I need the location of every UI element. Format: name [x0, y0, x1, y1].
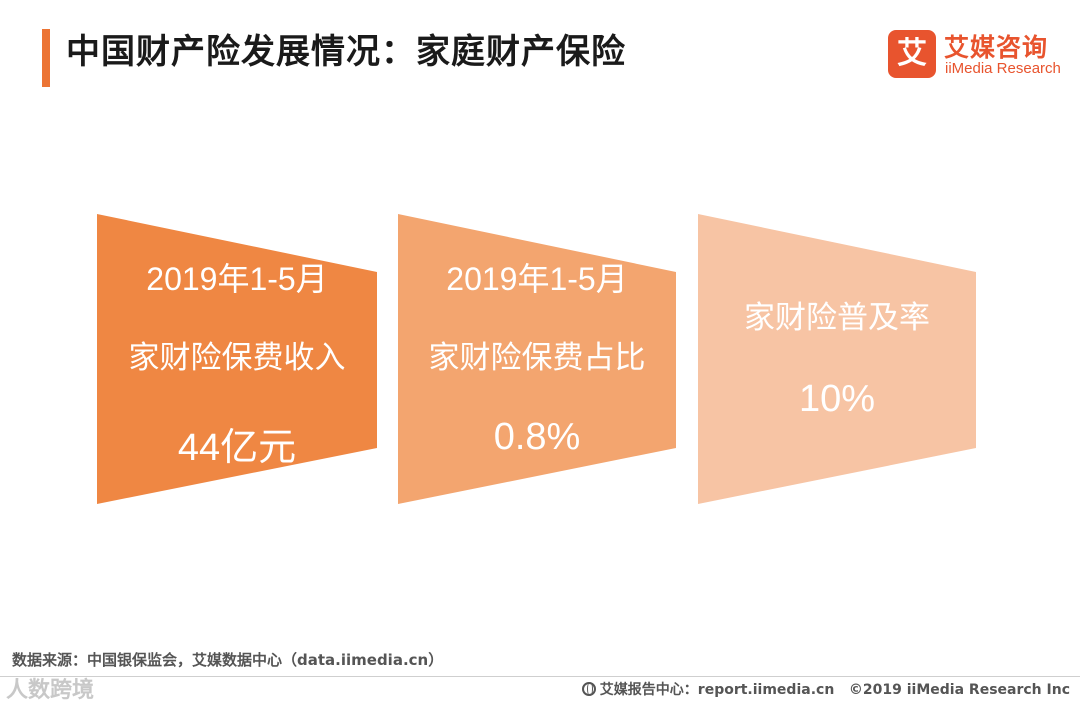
card-value: 44亿元: [177, 427, 297, 469]
card-penetration-rate: 家财险普及率 10%: [698, 214, 976, 504]
card-premium-share: 2019年1-5月 家财险保费占比 0.8%: [398, 214, 676, 504]
brand-name-cn: 艾媒咨询: [944, 33, 1049, 62]
footer-credits: 艾媒报告中心：report.iimedia.cn ©2019 iiMedia R…: [581, 679, 1070, 699]
page-title: 中国财产险发展情况：家庭财产保险: [66, 32, 626, 72]
card-label: 家财险保费收入: [128, 340, 346, 376]
card-value: 10%: [798, 378, 876, 420]
brand-badge-icon: 艾: [888, 30, 936, 78]
title-accent-bar: [42, 29, 50, 87]
report-center-link[interactable]: 艾媒报告中心：report.iimedia.cn: [599, 682, 835, 698]
card-period: 2019年1-5月: [446, 261, 628, 297]
card-premium-share-shape: [398, 214, 676, 504]
brand-logo: 艾 艾媒咨询 iiMedia Research: [888, 30, 1068, 80]
card-value: 0.8%: [493, 416, 581, 458]
card-penetration-rate-shape: [698, 214, 976, 504]
footer-divider: [0, 676, 1080, 677]
watermark-text: 人数跨境: [6, 678, 95, 702]
card-label: 家财险普及率: [744, 300, 930, 336]
copyright-text: ©2019 iiMedia Research Inc: [848, 682, 1070, 698]
card-label: 家财险保费占比: [428, 340, 646, 376]
card-premium-income-shape: [97, 214, 377, 504]
data-source: 数据来源：中国银保监会，艾媒数据中心（data.iimedia.cn）: [12, 651, 444, 669]
card-premium-income: 2019年1-5月 家财险保费收入 44亿元: [97, 214, 377, 504]
brand-name-en: iiMedia Research: [945, 60, 1061, 77]
globe-icon: [581, 682, 596, 696]
card-period: 2019年1-5月: [146, 261, 328, 297]
